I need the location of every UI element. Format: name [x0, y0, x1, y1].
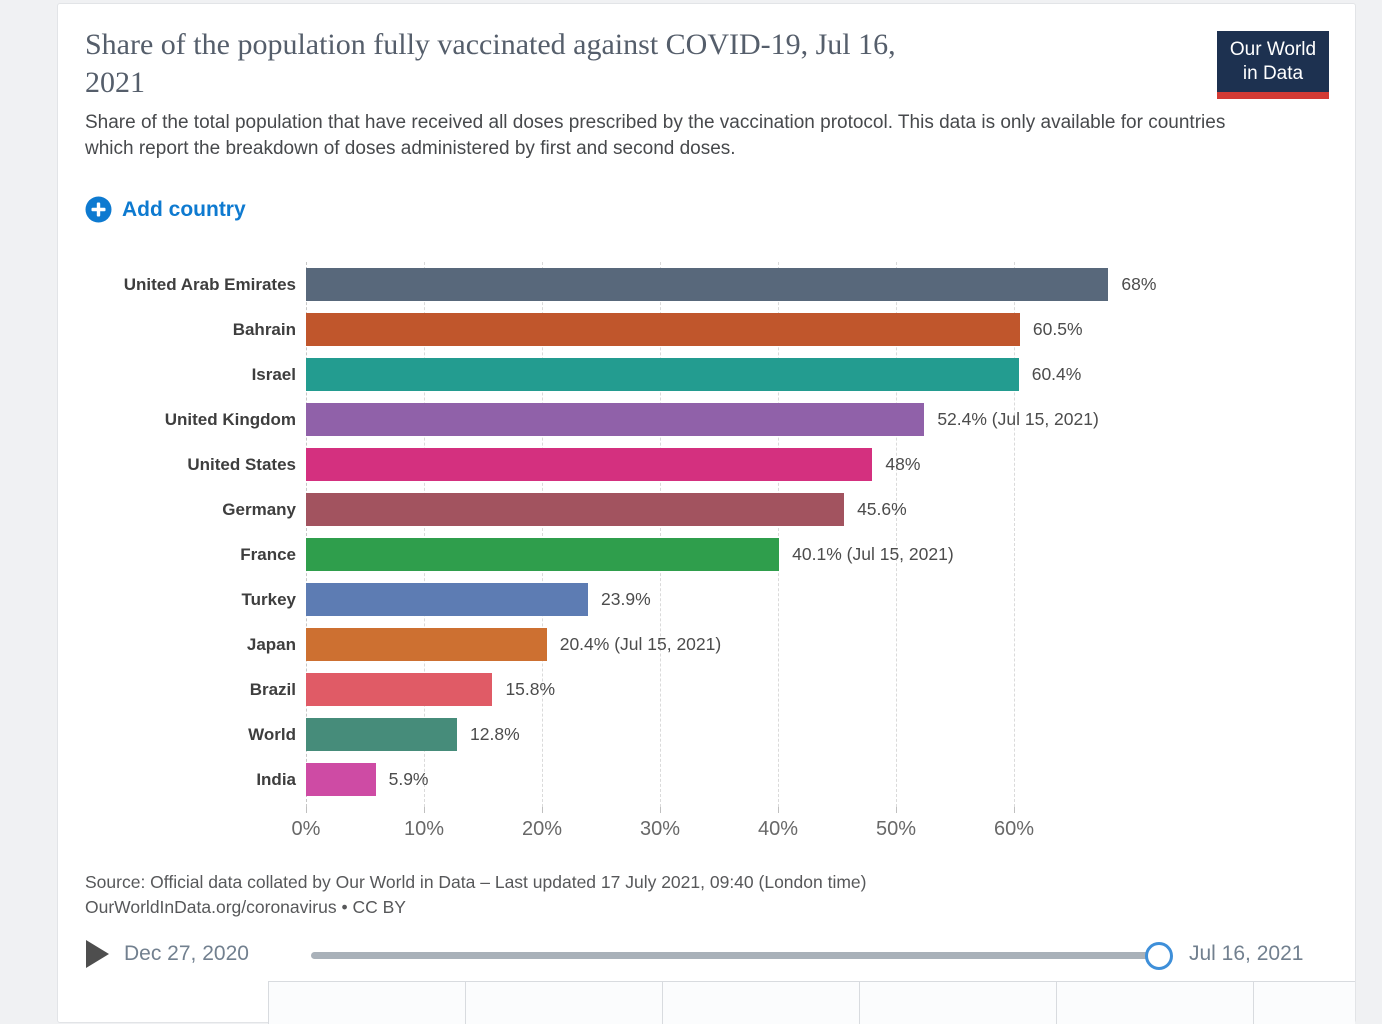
- page-title: Share of the population fully vaccinated…: [85, 26, 1185, 102]
- bottom-table-cell: [1254, 982, 1355, 1024]
- country-bar[interactable]: [306, 448, 873, 481]
- country-bar[interactable]: [306, 313, 1020, 346]
- gridline: [1014, 262, 1015, 807]
- country-label: Israel: [251, 365, 296, 384]
- bar-value-label: 60.4%: [1031, 364, 1082, 384]
- axis-tick: [542, 807, 543, 813]
- country-label: France: [240, 545, 296, 564]
- axis-tick: [306, 807, 307, 813]
- chart-row: Israel 60.4%: [58, 352, 1357, 397]
- plus-circle-icon: [85, 196, 112, 223]
- play-button[interactable]: [86, 940, 109, 968]
- x-axis-label: 30%: [639, 818, 681, 840]
- chart-row: Turkey 23.9%: [58, 577, 1357, 622]
- bar-value-label: 5.9%: [388, 769, 429, 789]
- country-label: India: [256, 770, 296, 789]
- country-label: Turkey: [241, 590, 297, 609]
- x-axis-label: 50%: [875, 818, 917, 840]
- owid-logo[interactable]: Our World in Data: [1217, 31, 1329, 99]
- gridline: [896, 262, 897, 807]
- owid-logo-line1: Our World: [1229, 39, 1317, 60]
- bottom-table-cell: [466, 982, 663, 1024]
- chart-row: Bahrain 60.5%: [58, 307, 1357, 352]
- bottom-table: [268, 981, 1355, 1024]
- country-bar[interactable]: [306, 583, 589, 616]
- timeline-track[interactable]: [311, 952, 1161, 959]
- chart-row: United Arab Emirates 68%: [58, 262, 1357, 307]
- axis-tick: [1014, 807, 1015, 813]
- add-country-label: Add country: [122, 197, 246, 221]
- timeline-slider-handle[interactable]: [1145, 942, 1173, 970]
- country-label: Bahrain: [232, 320, 296, 339]
- bar-value-label: 60.5%: [1032, 319, 1083, 339]
- bar-value-label: 40.1% (Jul 15, 2021): [792, 544, 954, 564]
- chart-row: France 40.1% (Jul 15, 2021): [58, 532, 1357, 577]
- bottom-table-cell: [269, 982, 466, 1024]
- chart-row: Japan 20.4% (Jul 15, 2021): [58, 622, 1357, 667]
- x-axis-label: 0%: [291, 818, 321, 840]
- bar-chart: 0% 10% 20% 30% 40% 50% 60% United Arab Emirates…: [58, 262, 1357, 882]
- axis-tick: [660, 807, 661, 813]
- chart-row: Germany 45.6%: [58, 487, 1357, 532]
- bar-value-label: 48%: [885, 454, 921, 474]
- timeline-start-date[interactable]: Dec 27, 2020: [124, 942, 249, 965]
- axis-tick: [896, 807, 897, 813]
- chart-subtitle: Share of the total population that have …: [85, 112, 1226, 159]
- country-label: World: [248, 725, 296, 744]
- axis-tick: [424, 807, 425, 813]
- bottom-table-cell: [663, 982, 860, 1024]
- source-line1: Source: Official data collated by Our Wo…: [85, 872, 867, 892]
- gridline: [306, 262, 307, 807]
- country-bar[interactable]: [306, 538, 780, 571]
- owid-logo-line2: in Data: [1242, 63, 1304, 84]
- owid-logo-redbar: [1217, 92, 1329, 99]
- country-bar[interactable]: [306, 718, 458, 751]
- country-label: United Arab Emirates: [123, 275, 296, 294]
- country-label: United States: [187, 455, 296, 474]
- gridline: [424, 262, 425, 807]
- source-note: Source: Official data collated by Our Wo…: [85, 870, 1085, 920]
- bar-value-label: 15.8%: [505, 679, 556, 699]
- chart-row: United Kingdom 52.4% (Jul 15, 2021): [58, 397, 1357, 442]
- country-bar[interactable]: [306, 403, 925, 436]
- country-bar[interactable]: [306, 358, 1019, 391]
- page-title-line2: 2021: [85, 66, 145, 99]
- country-label: Japan: [246, 635, 296, 654]
- country-label: Brazil: [249, 680, 296, 699]
- country-bar[interactable]: [306, 493, 845, 526]
- country-bar[interactable]: [306, 673, 493, 706]
- bar-value-label: 20.4% (Jul 15, 2021): [559, 634, 722, 654]
- axis-tick: [778, 807, 779, 813]
- chart-row: United States 48%: [58, 442, 1357, 487]
- bottom-table-cell: [860, 982, 1057, 1024]
- x-axis-label: 40%: [757, 818, 799, 840]
- chart-row: World 12.8%: [58, 712, 1357, 757]
- gridline: [778, 262, 779, 807]
- bottom-table-cell: [1057, 982, 1254, 1024]
- country-bar[interactable]: [306, 763, 376, 796]
- chart-row: India 5.9%: [58, 757, 1357, 802]
- bar-value-label: 52.4% (Jul 15, 2021): [937, 409, 1099, 429]
- country-label: Germany: [222, 500, 296, 519]
- bar-value-label: 45.6%: [857, 499, 907, 519]
- owid-logo-text: Our World in Data: [1217, 31, 1329, 92]
- page-title-line1: Share of the population fully vaccinated…: [85, 28, 896, 61]
- x-axis-label: 10%: [403, 818, 445, 840]
- gridline: [542, 262, 543, 807]
- chart-row: Brazil 15.8%: [58, 667, 1357, 712]
- chart-card: Share of the population fully vaccinated…: [57, 3, 1357, 1024]
- bar-value-label: 12.8%: [470, 724, 520, 744]
- country-bar[interactable]: [306, 628, 547, 661]
- x-axis-label: 60%: [993, 818, 1035, 840]
- bar-value-label: 68%: [1121, 274, 1157, 294]
- country-bar[interactable]: [306, 268, 1109, 301]
- source-line2[interactable]: OurWorldInData.org/coronavirus • CC BY: [85, 897, 406, 917]
- add-country-button[interactable]: Add country: [85, 196, 246, 223]
- timeline-end-date[interactable]: Jul 16, 2021: [1189, 942, 1304, 965]
- x-axis-label: 20%: [521, 818, 563, 840]
- country-label: United Kingdom: [164, 410, 296, 429]
- gridline: [660, 262, 661, 807]
- bar-value-label: 23.9%: [601, 589, 651, 609]
